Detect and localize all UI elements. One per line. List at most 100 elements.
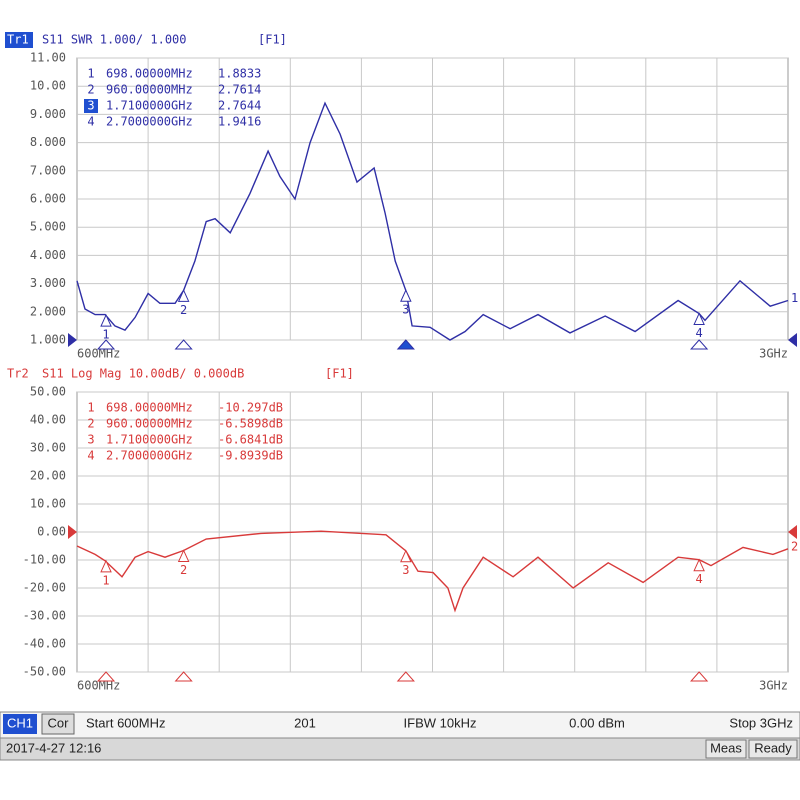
correction: Cor [48, 715, 70, 730]
y-tick-label: 9.000 [30, 107, 66, 121]
marker-axis-pointer [396, 339, 415, 350]
marker-list-value: 2.7614 [218, 83, 261, 97]
trace-title: S11 SWR 1.000/ 1.000 [42, 33, 187, 47]
trace-end-label: 2 [791, 539, 798, 553]
marker-list-label: 1 [87, 401, 94, 415]
marker-list-freq: 960.00000MHz [106, 417, 193, 431]
trace-end-label: 1 [791, 291, 798, 305]
y-tick-label: 1.000 [30, 333, 66, 347]
y-tick-label: 11.00 [30, 51, 66, 65]
y-tick-label: 6.000 [30, 192, 66, 206]
points: 201 [294, 715, 316, 730]
marker-list-freq: 2.7000000GHz [106, 115, 193, 129]
y-tick-label: 20.00 [30, 469, 66, 483]
y-tick-label: 5.000 [30, 220, 66, 234]
marker-label: 2 [180, 563, 187, 577]
marker-axis-pointer [690, 339, 709, 350]
marker-list-label: 4 [87, 115, 94, 129]
channel-box [3, 714, 37, 734]
marker-list-label: 2 [87, 83, 94, 97]
y-tick-label: 10.00 [30, 497, 66, 511]
marker-list-freq: 2.7000000GHz [106, 449, 193, 463]
y-tick-label: 8.000 [30, 135, 66, 149]
trace-format: [F1] [325, 367, 354, 381]
ifbw: IFBW 10kHz [404, 715, 477, 730]
state: Ready [754, 740, 792, 755]
marker-list-freq: 960.00000MHz [106, 83, 193, 97]
marker-list-value: 1.9416 [218, 115, 261, 129]
marker-list-freq: 1.7100000GHz [106, 99, 193, 113]
marker [177, 549, 190, 562]
reference-marker-left [68, 333, 77, 347]
x-tick-label: 3GHz [759, 679, 788, 693]
trace-name: Tr2 [7, 367, 29, 381]
trace [76, 530, 789, 613]
marker-list-freq: 698.00000MHz [106, 67, 193, 81]
y-tick-label: -20.00 [23, 581, 66, 595]
channel: CH1 [7, 715, 33, 730]
y-tick-label: 30.00 [30, 441, 66, 455]
marker-label: 1 [102, 573, 109, 587]
marker-axis-pointer [396, 671, 415, 682]
marker-label: 1 [102, 328, 109, 342]
marker-list-label: 4 [87, 449, 94, 463]
y-tick-label: -10.00 [23, 553, 66, 567]
y-tick-label: 7.000 [30, 163, 66, 177]
marker-list-label: 3 [87, 99, 94, 113]
marker-list-value: 2.7644 [218, 99, 261, 113]
reference-marker-right [788, 525, 797, 539]
marker-list-freq: 1.7100000GHz [106, 433, 193, 447]
marker [100, 559, 112, 573]
marker [693, 558, 705, 572]
y-tick-label: 4.000 [30, 248, 66, 262]
marker-list-value: 1.8833 [218, 67, 261, 81]
reference-marker-left [68, 525, 77, 539]
marker [177, 289, 190, 302]
marker-axis-pointer [174, 339, 193, 350]
marker-list-freq: 698.00000MHz [106, 401, 193, 415]
y-tick-label: 10.00 [30, 79, 66, 93]
marker [100, 313, 112, 327]
meas: Meas [710, 740, 742, 755]
status-bar [0, 711, 800, 739]
active-marker-box [84, 99, 98, 113]
trace-title: S11 Log Mag 10.00dB/ 0.000dB [42, 367, 244, 381]
marker-label: 3 [402, 303, 409, 317]
marker-axis-pointer [174, 671, 193, 682]
marker [400, 289, 412, 302]
power: 0.00 dBm [569, 715, 625, 730]
y-tick-label: -50.00 [23, 665, 66, 679]
x-tick-label: 3GHz [759, 347, 788, 361]
correction-box [41, 713, 75, 735]
marker-label: 3 [402, 563, 409, 577]
trace-name: Tr1 [7, 33, 29, 47]
trace-format: [F1] [258, 33, 287, 47]
y-tick-label: -30.00 [23, 609, 66, 623]
marker-list-label: 1 [87, 67, 94, 81]
stop-freq: Stop 3GHz [729, 715, 793, 730]
marker-label: 2 [180, 303, 187, 317]
y-tick-label: 50.00 [30, 385, 66, 399]
marker-list-label: 2 [87, 417, 94, 431]
marker-list-value: -9.8939dB [218, 449, 283, 463]
start-freq: Start 600MHz [86, 715, 165, 730]
x-tick-label: 600MHz [77, 679, 120, 693]
marker-label: 4 [696, 572, 703, 586]
marker-list-value: -6.5898dB [218, 417, 283, 431]
marker-list-label: 3 [87, 433, 94, 447]
marker-axis-pointer [96, 671, 116, 682]
reference-marker-right [788, 333, 797, 347]
marker [400, 549, 412, 563]
y-tick-label: 0.00 [37, 525, 66, 539]
y-tick-label: 40.00 [30, 413, 66, 427]
meas-box [705, 739, 747, 759]
datetime: 2017-4-27 12:16 [6, 740, 101, 755]
state-box [748, 739, 798, 759]
y-tick-label: -40.00 [23, 637, 66, 651]
marker-list-value: -10.297dB [218, 401, 283, 415]
marker-axis-pointer [96, 339, 116, 350]
marker [693, 312, 705, 325]
x-tick-label: 600MHz [77, 347, 120, 361]
